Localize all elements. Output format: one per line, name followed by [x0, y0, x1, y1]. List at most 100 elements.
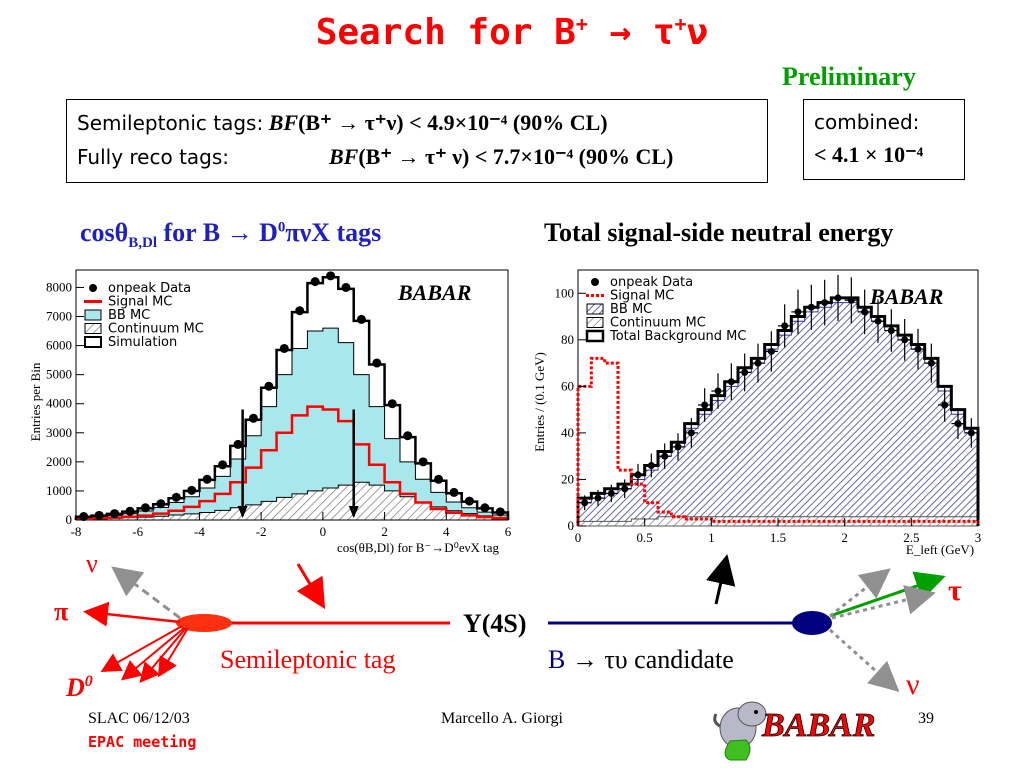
x-tick-label: 1 — [708, 530, 715, 545]
data-point — [661, 452, 669, 460]
data-point — [295, 306, 305, 316]
data-point — [887, 327, 895, 335]
left-y-axis-label: Entries per Bin — [28, 362, 43, 441]
signal-nu-track — [829, 628, 900, 692]
data-point — [807, 303, 815, 311]
x-tick-label: 2 — [381, 524, 388, 539]
data-point — [941, 401, 949, 409]
left-histogram: -8 -6 -4 -2 0 2 4 6 0 1000 2000 3000 4000 5000 6000 700… — [28, 262, 520, 558]
x-tick-label: 2 — [841, 530, 848, 545]
total-background-line — [576, 296, 980, 526]
right-x-axis-label: E_left (GeV) — [906, 542, 974, 557]
data-point — [356, 314, 366, 324]
data-point — [594, 494, 602, 502]
results-box: Semileptonic tags: BF(B⁺ → τ⁺ν) < 4.9×10… — [66, 99, 768, 183]
y-tick-label: 0 — [568, 518, 575, 533]
cut-arrow-head — [237, 506, 248, 518]
y-tick-label: 8000 — [46, 279, 72, 294]
data-point — [140, 503, 150, 513]
semi-label: Semileptonic tags: — [77, 111, 264, 135]
x-tick-label: 2.5 — [903, 530, 919, 545]
semileptonic-tag-label: Semileptonic tag — [220, 645, 395, 674]
y-tick-label: 3000 — [46, 425, 72, 440]
legend-marker — [586, 317, 604, 328]
legend-entry: onpeak Data — [108, 281, 191, 296]
data-point — [754, 359, 762, 367]
data-point — [954, 420, 962, 428]
d0-sup: 0 — [85, 673, 93, 690]
data-point — [79, 512, 89, 522]
data-point — [861, 308, 869, 316]
cand-b: B — [548, 645, 565, 674]
left-heading-a: cosθ — [80, 218, 129, 247]
legend-marker — [585, 329, 605, 343]
legend-entry: Signal MC — [610, 289, 674, 304]
data-point — [248, 413, 258, 423]
d0-text: D — [65, 673, 85, 702]
data-point — [480, 503, 490, 513]
footer-author: Marcello A. Giorgi — [441, 710, 563, 727]
full-result-line: Fully reco tags: BF(B⁺ → τ⁺ ν) < 7.7×10⁻⁴… — [77, 144, 673, 170]
legend-entry: Simulation — [108, 335, 177, 350]
left-plot-heading: cosθB,Dl for B → D0πνX tags — [80, 218, 381, 252]
legend-entry: BB MC — [610, 302, 652, 317]
x-tick-label: -6 — [132, 524, 143, 539]
nu-left-track — [111, 566, 181, 620]
nu-left-label: ν — [86, 550, 98, 578]
data-point — [714, 387, 722, 395]
left-babar-logo: BABAR — [397, 280, 471, 305]
semi-bf: BF — [268, 110, 299, 135]
combined-value: < 4.1 × 10⁻⁴ — [814, 142, 924, 167]
slide-title: Search for B+ → τ+ν — [0, 12, 1024, 53]
data-point — [621, 485, 629, 493]
preliminary-label: Preliminary — [782, 62, 916, 91]
y-tick-label: 80 — [561, 332, 574, 347]
data-point — [434, 474, 444, 484]
signal-mc-line — [576, 356, 980, 526]
nu-right-label: ν — [906, 668, 920, 701]
tag-pointer-arrow — [296, 563, 326, 610]
y-tick-label: 5000 — [46, 367, 72, 382]
signal-neutral-1 — [829, 568, 891, 618]
data-point — [202, 474, 212, 484]
footer-babar-text: BABAR — [761, 707, 875, 744]
data-point — [449, 487, 459, 497]
data-point — [233, 439, 243, 449]
legend-entry: Continuum MC — [108, 322, 204, 337]
data-point — [387, 399, 397, 409]
data-point — [187, 485, 197, 495]
data-point — [967, 429, 975, 437]
pi-track — [83, 601, 181, 627]
y-tick-label: 20 — [561, 471, 574, 486]
data-point — [264, 381, 274, 391]
data-point — [607, 489, 615, 497]
y-tick-label: 4000 — [46, 396, 72, 411]
data-point — [110, 509, 120, 519]
title-text: Search for B — [315, 12, 576, 53]
data-point — [927, 359, 935, 367]
y-tick-label: 1000 — [46, 483, 72, 498]
left-heading-c: πνX tags — [285, 218, 382, 247]
legend-marker — [84, 309, 102, 321]
y-tick-label: 6000 — [46, 338, 72, 353]
d0-track-4 — [157, 627, 189, 678]
y-tick-label: 60 — [561, 378, 574, 393]
data-point — [341, 282, 351, 292]
tau-label: τ — [948, 574, 962, 607]
left-heading-sup: 0 — [277, 219, 286, 236]
footer-meeting: EPAC meeting — [88, 733, 197, 751]
data-point — [156, 499, 166, 509]
data-point — [125, 506, 135, 516]
y-tick-label: 2000 — [46, 454, 72, 469]
full-bf: BF — [329, 144, 359, 169]
data-point — [821, 299, 829, 307]
data-point — [171, 492, 181, 502]
right-histogram: 0 0.5 1 1.5 2 2.5 3 0 20 40 60 80 100 Entries / (0.1… — [530, 262, 992, 562]
x-tick-label: 3 — [975, 530, 982, 545]
data-point — [901, 336, 909, 344]
pi-label: π — [54, 597, 68, 626]
x-tick-label: 0 — [575, 530, 582, 545]
legend-marker — [591, 278, 599, 286]
data-point — [94, 510, 104, 520]
